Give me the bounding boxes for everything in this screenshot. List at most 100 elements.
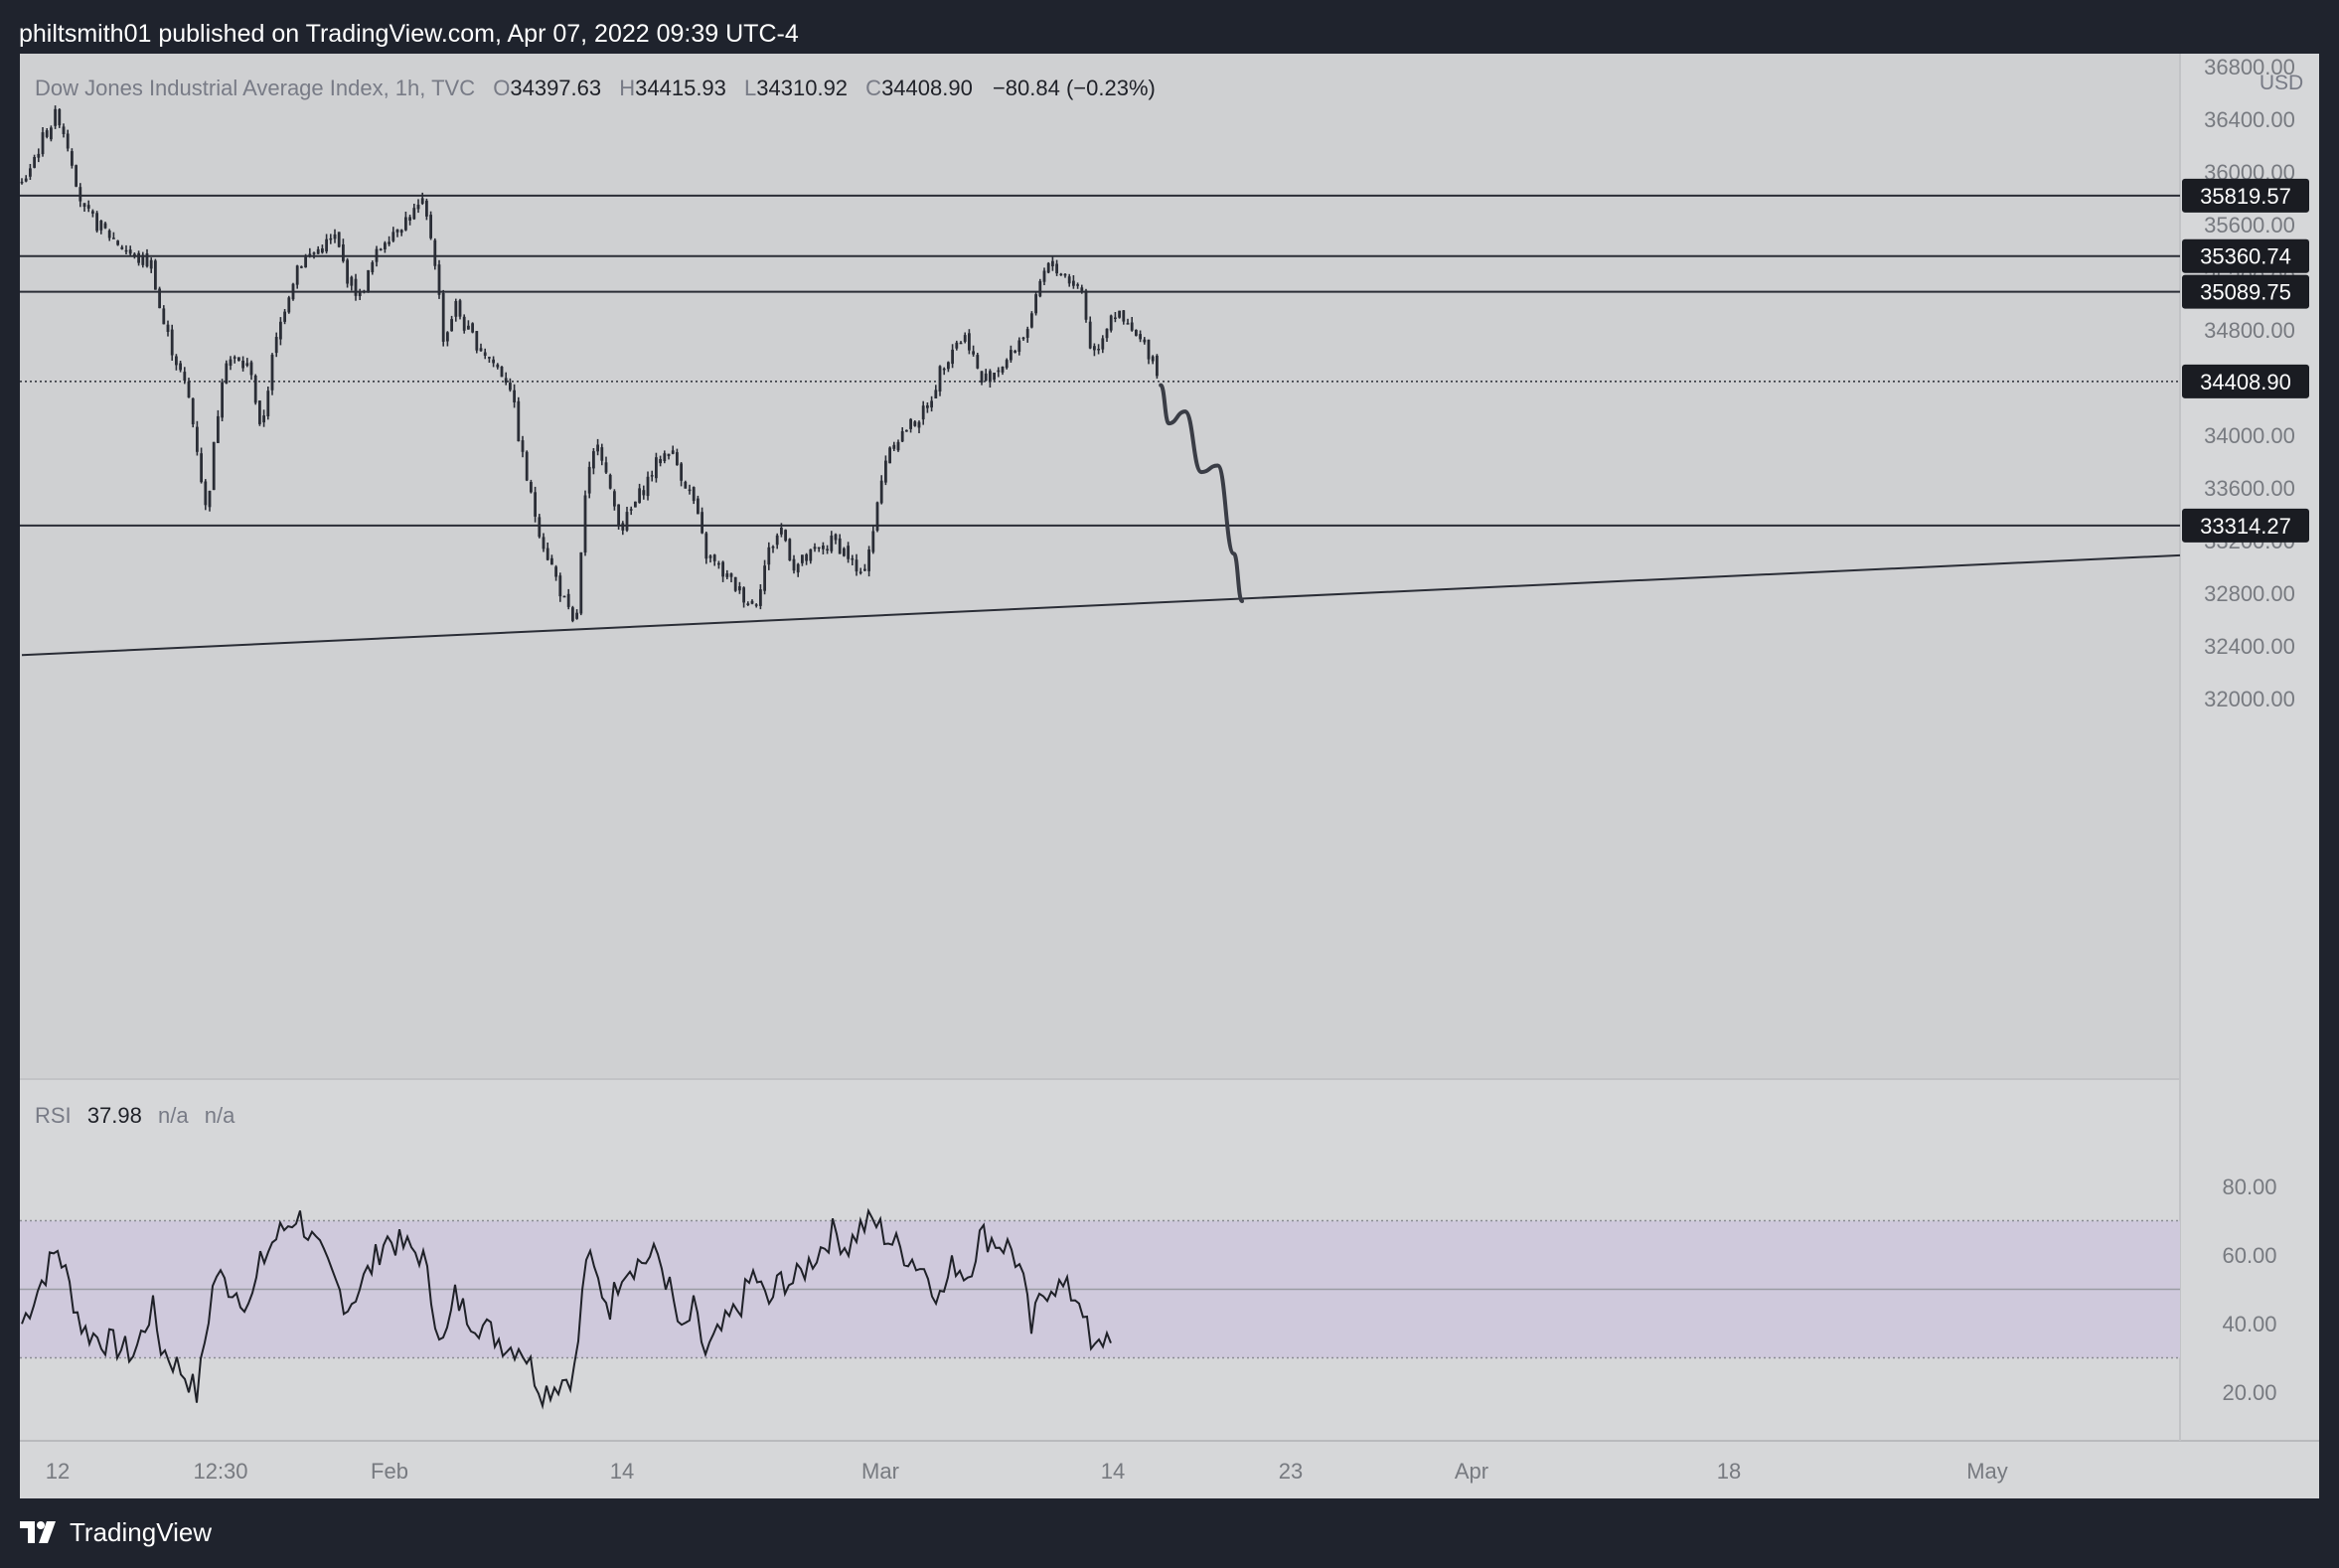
- candle-body: [1021, 337, 1025, 340]
- candle-body: [534, 492, 537, 517]
- candle-body: [229, 359, 233, 366]
- price-pane[interactable]: [20, 54, 2180, 1079]
- candle-body: [1109, 315, 1113, 331]
- candle-body: [45, 130, 49, 137]
- candle-body: [1059, 273, 1063, 276]
- candle-body: [947, 362, 950, 370]
- candle-body: [562, 595, 566, 598]
- time-tick-label: Apr: [1455, 1459, 1488, 1484]
- candle-body: [458, 300, 462, 317]
- candle-body: [746, 603, 750, 605]
- candle-body: [191, 397, 195, 424]
- candle-body: [938, 366, 942, 392]
- candle-body: [249, 362, 253, 376]
- high-value: 34415.93: [635, 76, 726, 100]
- level-label-3: 35089.75: [2200, 280, 2291, 305]
- candle-body: [858, 571, 862, 573]
- candle-body: [855, 559, 858, 572]
- candle-body: [926, 404, 929, 408]
- candle-body: [1017, 340, 1021, 352]
- candle-body: [1088, 321, 1092, 349]
- candle-body: [399, 230, 403, 234]
- candle-body: [1042, 270, 1046, 282]
- candle-body: [395, 229, 399, 233]
- candle-body: [984, 373, 988, 382]
- candle-body: [963, 335, 967, 342]
- candle-body: [325, 238, 328, 252]
- rsi-tick-label: 20.00: [2222, 1380, 2276, 1405]
- candle-body: [112, 237, 115, 239]
- candle-body: [684, 481, 688, 489]
- candle-body: [763, 565, 766, 591]
- candle-body: [708, 555, 712, 558]
- candle-body: [571, 607, 574, 621]
- candle-body: [1001, 367, 1005, 373]
- candle-body: [843, 548, 846, 556]
- candle-body: [149, 259, 153, 269]
- candle-body: [1051, 260, 1054, 266]
- candle-body: [187, 381, 191, 398]
- candle-body: [617, 504, 620, 526]
- candle-body: [1010, 350, 1013, 361]
- candle-body: [900, 431, 904, 442]
- price-tick-label: 32800.00: [2204, 581, 2295, 606]
- candle-body: [1139, 334, 1142, 340]
- horizontal-levels: [20, 194, 2180, 527]
- chart-frame[interactable]: 32000.0032400.0032800.0033200.0033600.00…: [20, 54, 2319, 1498]
- candle-body: [917, 421, 921, 428]
- candle-body: [976, 355, 980, 369]
- candle-body: [71, 151, 74, 166]
- rsi-name: RSI: [35, 1103, 72, 1128]
- candle-body: [1076, 284, 1079, 286]
- candle-body: [137, 252, 140, 263]
- candle-body: [266, 391, 270, 416]
- time-scale[interactable]: [20, 1441, 2319, 1498]
- chart-canvas[interactable]: 32000.0032400.0032800.0033200.0033600.00…: [20, 54, 2319, 1498]
- candle-body: [241, 361, 244, 369]
- candle-body: [1025, 329, 1029, 338]
- candle-body: [613, 491, 616, 507]
- candle-body: [200, 453, 203, 483]
- low-label: L: [744, 76, 756, 100]
- candle-body: [1101, 338, 1105, 350]
- candle-body: [838, 538, 842, 554]
- candle-body: [337, 232, 341, 247]
- open-value: 34397.63: [510, 76, 601, 100]
- candle-body: [245, 363, 249, 366]
- candle-body: [492, 359, 495, 364]
- candle-body: [892, 444, 896, 449]
- candle-body: [754, 604, 758, 606]
- candle-body: [1014, 351, 1016, 353]
- open-label: O: [493, 76, 510, 100]
- candle-body: [788, 539, 792, 561]
- candle-body: [253, 376, 257, 403]
- candle-body: [308, 253, 312, 255]
- candle-body: [680, 463, 683, 481]
- footer-brand[interactable]: TradingView: [20, 1512, 212, 1552]
- symbol-description: Dow Jones Industrial Average Index, 1h, …: [35, 76, 475, 100]
- candle-body: [124, 249, 128, 252]
- level-label-1: 35819.57: [2200, 184, 2291, 209]
- time-tick-label: 14: [610, 1459, 634, 1484]
- candle-body: [1143, 339, 1147, 343]
- candle-body: [175, 356, 178, 366]
- candle-body: [989, 371, 992, 383]
- candle-body: [530, 482, 533, 493]
- candle-body: [642, 490, 646, 496]
- candle-body: [634, 501, 637, 508]
- candle-body: [312, 252, 316, 254]
- candle-body: [604, 462, 608, 473]
- candle-body: [103, 223, 107, 229]
- candle-body: [921, 405, 925, 420]
- candle-body: [909, 418, 912, 429]
- candle-body: [1114, 317, 1117, 319]
- price-tick-label: 36800.00: [2204, 55, 2295, 79]
- candle-body: [237, 357, 240, 361]
- candle-body: [655, 457, 658, 479]
- rsi-extra-2: n/a: [205, 1103, 235, 1128]
- candle-body: [671, 450, 675, 454]
- candle-body: [913, 421, 917, 426]
- time-tick-label: 18: [1717, 1459, 1741, 1484]
- candle-body: [425, 200, 428, 217]
- candle-body: [587, 466, 591, 494]
